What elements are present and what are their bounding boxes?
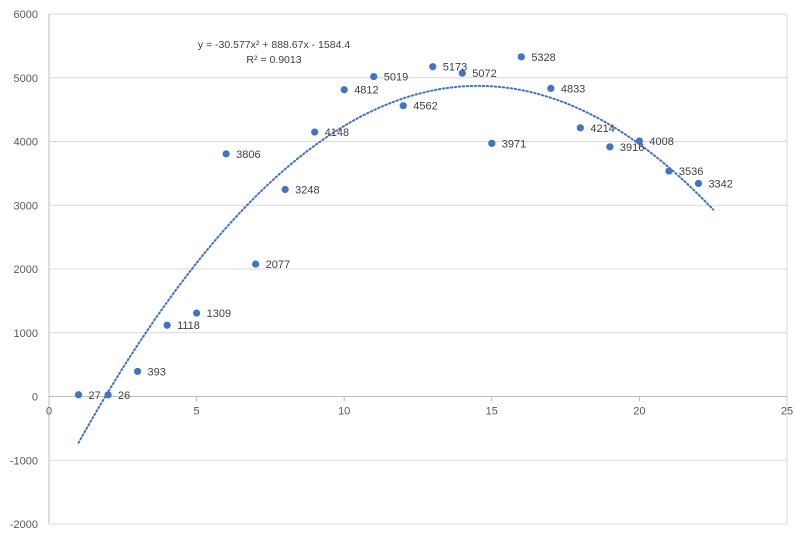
y-tick-label: 6000 — [14, 9, 38, 21]
data-label: 5173 — [443, 62, 467, 74]
data-label: 393 — [148, 366, 166, 378]
trendline — [77, 84, 715, 444]
data-label: 5019 — [384, 72, 408, 84]
y-tick-label: -2000 — [10, 519, 38, 531]
data-point — [606, 143, 614, 151]
data-point — [517, 53, 525, 61]
data-label: 4148 — [325, 127, 349, 139]
trendline-r-squared: R² = 0.9013 — [246, 54, 301, 66]
y-tick-label: 5000 — [14, 73, 38, 85]
data-label: 27 — [89, 390, 101, 402]
x-tick-label: 20 — [633, 406, 645, 418]
x-tick-label: 15 — [486, 406, 498, 418]
data-point — [163, 321, 171, 329]
data-label: 4812 — [354, 85, 378, 97]
data-point — [665, 167, 673, 175]
data-label: 4214 — [590, 123, 614, 135]
data-label: 3971 — [502, 138, 526, 150]
data-label: 5072 — [472, 68, 496, 80]
data-label: 4008 — [649, 136, 673, 148]
data-label: 1118 — [177, 320, 200, 332]
data-point — [399, 102, 407, 110]
axes — [48, 14, 788, 524]
gridlines — [49, 13, 788, 525]
data-point — [429, 63, 437, 71]
data-point — [635, 137, 644, 145]
data-point — [340, 86, 348, 94]
data-label: 4833 — [561, 83, 585, 95]
data-label: 3806 — [236, 149, 260, 161]
data-point — [488, 139, 496, 147]
data-label: 3248 — [295, 184, 319, 196]
y-tick-label: -1000 — [10, 455, 38, 467]
x-tick-label: 5 — [194, 406, 200, 418]
data-point — [370, 72, 378, 81]
data-label: 3916 — [620, 142, 644, 154]
data-label: 3342 — [708, 178, 732, 190]
data-point — [547, 84, 555, 92]
data-point — [193, 309, 201, 317]
data-label: 4562 — [413, 101, 437, 113]
tick-labels: -2000 -1000 0 1000 2000 3000 4000 5000 6000 0 5 10 1… — [10, 9, 793, 531]
trendline-equation: y = -30.577x² + 888.67x - 1584.4 — [198, 39, 351, 51]
data-point — [281, 185, 289, 194]
y-tick-label: 0 — [32, 392, 38, 404]
y-tick-label: 1000 — [14, 328, 38, 340]
data-labels: 27 26 393 1118 1309 3806 2077 3248 4148 4812 5019 4… — [89, 52, 733, 402]
data-point — [222, 150, 230, 158]
data-point — [311, 128, 319, 136]
data-point — [576, 124, 584, 132]
y-tick-label: 2000 — [14, 264, 38, 276]
data-point — [458, 69, 466, 77]
data-point — [104, 391, 112, 399]
x-tick-label: 0 — [46, 406, 52, 418]
x-tick-label: 10 — [338, 406, 350, 418]
data-points — [74, 53, 703, 399]
data-label: 26 — [118, 390, 130, 402]
data-point — [133, 367, 142, 376]
data-point — [694, 179, 703, 188]
y-tick-label: 3000 — [14, 200, 38, 212]
data-label: 5328 — [531, 52, 555, 64]
data-point — [74, 391, 83, 399]
x-tick-label: 25 — [781, 406, 793, 418]
data-point — [252, 260, 260, 268]
data-label: 3536 — [679, 166, 703, 178]
data-label: 1309 — [207, 308, 231, 320]
y-tick-label: 4000 — [14, 137, 38, 149]
data-label: 2077 — [266, 259, 290, 271]
